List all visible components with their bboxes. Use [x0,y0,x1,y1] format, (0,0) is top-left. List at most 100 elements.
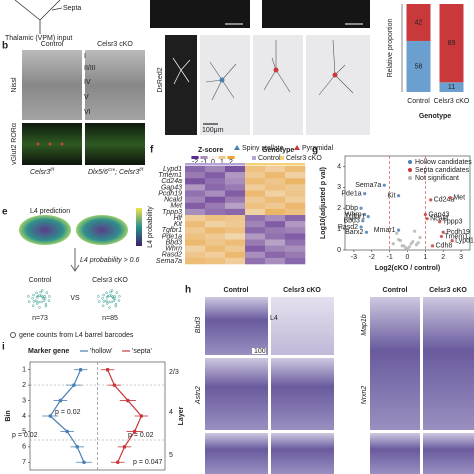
cluster-dot [115,291,119,294]
cluster-dot [47,299,51,302]
cluster-dot [108,306,111,309]
panel-letter: e [2,207,8,218]
bar-label: 11 [448,84,455,91]
genotype-part: f/f [50,167,55,172]
point [402,244,406,248]
x-tick-label: -1 [387,254,393,261]
point [413,229,417,233]
bar-segment [406,4,431,41]
heatmap-cell [285,166,306,173]
heatmap-cell [185,239,206,246]
axis-label: Genotype [419,113,451,120]
gene-label: Bbd3 [195,317,202,333]
point-label: Whrn [345,211,362,218]
layer-label: 2/3 [169,369,179,376]
point [82,460,86,465]
column-header: Celsr3 cKO [429,287,467,294]
layer-label: 4 [169,409,173,416]
cluster-dot [105,291,108,294]
cluster-dot [41,296,45,300]
heatmap-cell [205,221,226,228]
genotype-bar [205,163,225,166]
annotation: p = 0.02 [12,432,38,439]
heatmap-cell [285,245,306,253]
heatmap-cell [245,208,266,216]
bar-label: 58 [415,63,423,70]
point [407,245,411,249]
row-label: Whrn [165,246,182,253]
point [418,235,422,240]
point [411,240,415,244]
point [409,242,413,246]
note: gene counts from L4 barrel barcodes [19,332,134,339]
point-label: Rasd2 [338,224,358,231]
y-tick-label: 2 [22,382,26,389]
colorbar-cell [209,156,217,159]
point [395,231,399,235]
row-label: Rasd2 [162,252,182,259]
heatmap-cell [245,202,266,210]
row-label: Sema7a [156,258,182,265]
heatmap-cell [205,227,226,234]
cluster-dot [39,290,42,294]
point-label: Ncald [430,216,448,223]
x-tick-label: 3 [459,254,463,261]
heatmap-cell [265,172,286,179]
column-header: Celsr3 cKO [283,287,321,294]
row-label: Hlf [173,215,183,222]
heatmap-cell [265,190,286,197]
point [396,194,401,198]
heatmap-cell [285,202,306,210]
brain-maps [10,208,142,338]
cluster-dot [107,300,110,304]
heatmap-cell [265,202,286,210]
heatmap-cell [245,184,266,191]
nissl-images [22,50,145,165]
colorbar-cell [200,156,208,159]
heatmap-cell [185,257,206,265]
cluster-dot [38,306,41,309]
cluster-dot [48,295,51,298]
heatmap-cell [225,196,246,204]
layer-label: L4 [270,315,278,322]
colorbar-label: L4 probability [147,206,154,248]
cluster-dot [117,299,121,302]
heatmap-cell [245,233,266,240]
point [405,247,410,251]
colorbar-cell [218,156,226,159]
point [363,212,367,217]
annotation: p = 0.02 [128,432,154,439]
point-label: Pde1a [341,190,361,197]
legend-title: Genotype [262,147,294,154]
heatmap-cell [265,233,286,240]
heatmap-cell [185,233,206,240]
legend-swatch [252,156,256,160]
legend-marker [408,176,412,180]
stain-label: DsRed2 [157,67,164,92]
point-label: Kit [387,193,395,200]
cluster-dot [105,302,109,305]
point [382,183,386,187]
row-label: Met [170,203,183,210]
colorbar-tick-label: -2 [192,159,198,166]
point [72,383,76,387]
axis-label: Layer [178,406,185,425]
heatmap-cell [225,233,246,240]
heatmap-cell [245,245,266,253]
row-label: Tgfbr1 [162,227,182,234]
cluster-dot [109,290,112,294]
point [132,429,137,434]
colorbar-tick-label: 0 [211,159,215,166]
heatmap-cell [265,196,286,204]
micrographs [150,0,370,150]
cluster-dot [113,295,116,298]
heatmap-cell [185,190,206,197]
heatmap-cell [245,221,266,228]
heatmap-cell [285,190,306,197]
heatmap-cell [225,221,246,228]
point [398,239,402,243]
heatmap-cell [285,196,306,204]
heatmap-cell [225,166,246,173]
x-tick-label: 1 [423,254,427,261]
cluster-dot [114,302,118,306]
